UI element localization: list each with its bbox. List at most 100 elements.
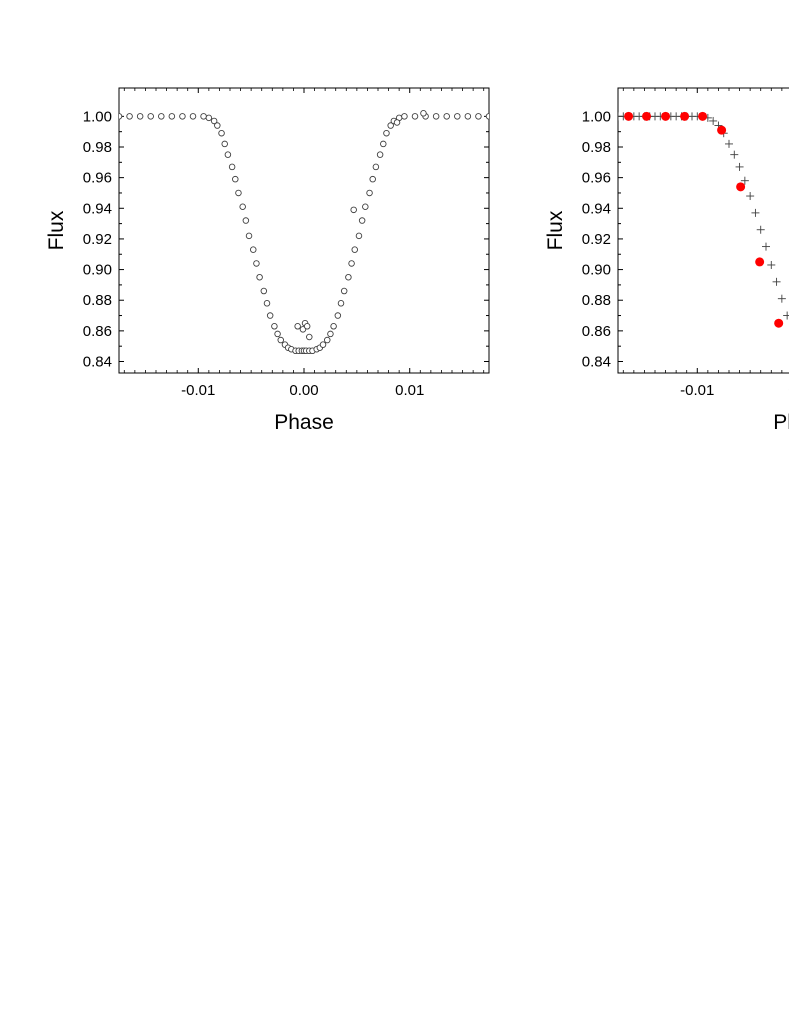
y-tick-label: 0.84 <box>582 354 611 371</box>
data-point <box>366 189 373 197</box>
plot-frame <box>617 87 789 374</box>
data-point <box>147 113 154 120</box>
data-point <box>624 111 634 121</box>
data-point <box>369 175 376 183</box>
y-tick-label: 0.86 <box>582 323 611 340</box>
data-point <box>774 318 784 328</box>
data-point <box>327 330 334 338</box>
data-point <box>218 129 225 137</box>
y-axis-title: Flux <box>544 210 567 250</box>
data-point <box>454 113 461 120</box>
data-point <box>210 117 218 125</box>
y-tick-label: 0.84 <box>83 354 112 371</box>
y-axis-title: Flux <box>45 210 68 250</box>
data-point <box>271 323 278 330</box>
chart-panel-1: 0.84 0.86 0.88 0.90 0.92 0.94 0.96 0.98 1.00 -0.0… <box>45 87 490 434</box>
data-point <box>358 217 366 224</box>
x-axis-title: Phase <box>274 411 334 434</box>
series-1 <box>618 112 789 320</box>
y-tick-label: 0.88 <box>83 292 112 309</box>
data-point <box>756 225 765 234</box>
x-axis-title: Phase <box>773 411 789 434</box>
data-point <box>735 162 744 171</box>
x-tick-label: 0.00 <box>289 382 318 399</box>
data-layer <box>119 110 489 355</box>
data-point <box>263 300 271 307</box>
data-point <box>224 151 232 158</box>
data-point <box>746 192 755 201</box>
data-point <box>443 113 450 120</box>
data-point <box>136 113 144 120</box>
data-point <box>717 125 727 135</box>
data-point <box>242 217 250 224</box>
data-point <box>767 260 776 269</box>
y-tick-label: 1.00 <box>582 108 611 125</box>
chart-panel-2: 0.84 0.86 0.88 0.90 0.92 0.94 0.96 0.98 1.00 -0.0… <box>544 87 789 434</box>
data-point <box>299 326 307 333</box>
data-point <box>661 111 671 121</box>
data-point <box>401 113 408 120</box>
data-point <box>432 113 440 120</box>
data-point <box>256 273 263 281</box>
y-tick-label: 0.92 <box>582 231 611 248</box>
data-point <box>250 246 257 253</box>
data-point <box>306 333 313 341</box>
data-point <box>740 176 749 185</box>
data-point <box>755 257 765 267</box>
series-1 <box>119 110 489 355</box>
data-point <box>214 122 221 129</box>
data-layer <box>618 111 789 328</box>
data-point <box>260 287 268 295</box>
data-point <box>221 140 228 148</box>
y-tick-label: 0.94 <box>582 200 611 217</box>
data-point <box>126 113 133 120</box>
x-tick-label: -0.01 <box>181 382 215 399</box>
data-point <box>380 140 387 148</box>
data-point <box>330 323 337 330</box>
data-point <box>736 182 746 192</box>
data-point <box>698 111 708 121</box>
data-point <box>179 113 186 120</box>
data-point <box>376 151 384 158</box>
data-point <box>475 113 482 120</box>
data-point <box>464 113 472 120</box>
data-point <box>345 273 352 281</box>
data-point <box>348 260 355 267</box>
series-2 <box>624 111 784 328</box>
data-point <box>340 287 348 295</box>
data-point <box>319 341 327 348</box>
data-point <box>253 260 260 267</box>
data-point <box>324 336 331 344</box>
x-tick-label: 0.01 <box>395 382 424 399</box>
data-point <box>119 113 123 120</box>
y-tick-label: 0.88 <box>582 292 611 309</box>
data-point <box>485 113 489 120</box>
data-point <box>228 163 236 171</box>
y-tick-label: 0.94 <box>83 200 112 217</box>
data-point <box>762 242 770 251</box>
data-point <box>274 330 281 338</box>
data-point <box>709 116 718 125</box>
data-point <box>680 111 690 121</box>
data-point <box>334 312 342 319</box>
data-point <box>294 323 301 330</box>
y-tick-label: 0.92 <box>83 231 112 248</box>
data-point <box>337 300 345 307</box>
data-point <box>411 113 419 120</box>
data-point <box>730 150 739 159</box>
data-point <box>783 311 789 320</box>
data-point <box>200 113 207 120</box>
y-tick-label: 0.90 <box>83 262 112 279</box>
y-tick-label: 1.00 <box>83 108 112 125</box>
data-point <box>205 114 213 122</box>
data-point <box>420 110 427 117</box>
data-point <box>772 277 781 286</box>
y-tick-label: 0.98 <box>83 139 112 156</box>
data-point <box>362 203 369 210</box>
data-point <box>355 232 363 240</box>
data-point <box>393 119 401 126</box>
data-point <box>189 113 197 120</box>
y-tick-label: 0.96 <box>582 170 611 187</box>
